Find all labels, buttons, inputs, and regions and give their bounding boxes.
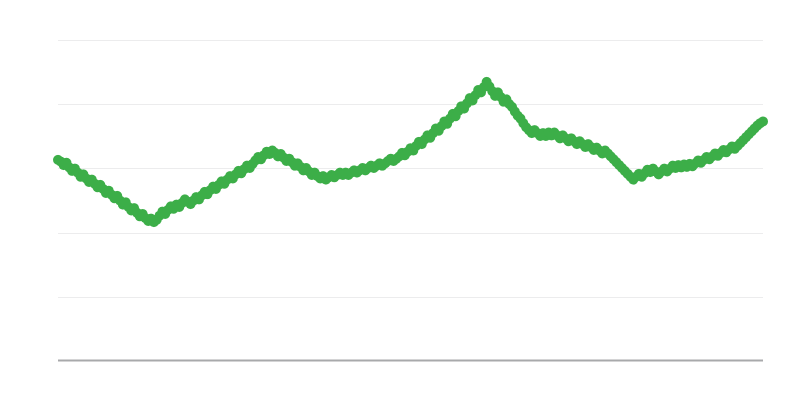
gridlines	[58, 40, 763, 298]
data-series-group	[53, 76, 768, 228]
data-point	[758, 116, 768, 127]
